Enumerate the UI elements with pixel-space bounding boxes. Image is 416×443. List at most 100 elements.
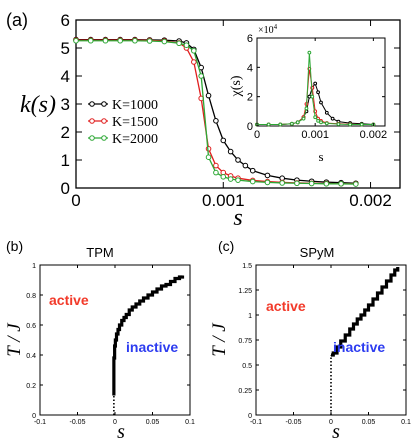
data-point: [220, 174, 227, 180]
data-point: [323, 181, 330, 187]
data-point: [336, 122, 341, 126]
x-axis-label-inset: s: [318, 149, 323, 164]
x-tick-label: 0: [254, 129, 260, 141]
inset-frame: [256, 37, 386, 127]
x-tick-label: -0.1: [250, 419, 262, 426]
y-tick-label: 0.2: [26, 383, 36, 390]
data-point: [316, 118, 320, 123]
data-point: [316, 90, 320, 95]
data-point: [249, 178, 256, 185]
data-point: [295, 120, 300, 125]
data-point: [313, 81, 318, 86]
y-tick-label: 1.5: [242, 263, 252, 270]
x-tick-label: 0.1: [401, 419, 411, 426]
y-tick-label: 0.5: [242, 363, 252, 370]
y-tick-label: 2: [61, 123, 70, 142]
x-tick-label: 0.1: [185, 419, 195, 426]
x-axis-label-b: s: [117, 421, 125, 443]
x-tick-label: 0.05: [146, 419, 160, 426]
x-tick-label: 0.05: [362, 419, 376, 426]
data-point: [338, 181, 344, 187]
panel-label-a: (a): [6, 10, 28, 30]
y-tick-label: 2: [247, 92, 253, 104]
data-point: [176, 40, 182, 47]
legend-marker: [89, 118, 95, 124]
region-inactive-b: inactive: [126, 339, 178, 355]
data-point: [146, 38, 153, 44]
panel-label-b: (b): [6, 238, 23, 254]
x-tick-label: 0: [71, 191, 80, 210]
data-point: [213, 162, 219, 169]
y-tick-label: 6: [61, 11, 70, 30]
data-point: [348, 122, 352, 127]
legend-label: K=1500: [112, 115, 158, 130]
data-point: [220, 137, 227, 144]
y-tick-label: 6: [247, 33, 253, 45]
data-point: [310, 94, 315, 99]
data-point: [183, 42, 190, 49]
x-tick-label: 0.002: [349, 191, 392, 210]
legend-label: K=2000: [112, 132, 158, 147]
x-axis-label-a: s: [233, 205, 242, 231]
data-point: [235, 177, 241, 183]
data-point: [161, 38, 168, 45]
x-tick-label: 0.002: [360, 129, 388, 141]
y-tick-label: 0: [32, 413, 36, 420]
y-tick-label: 3: [61, 95, 70, 114]
data-point: [132, 37, 138, 44]
data-point: [213, 118, 219, 124]
data-point: [307, 94, 312, 99]
y-axis-label-inset: χ(s): [229, 75, 244, 97]
y-tick-label: 0: [247, 121, 253, 133]
y-tick-label: 0.25: [238, 388, 252, 395]
data-point: [308, 180, 315, 187]
y-tick-label: 1: [32, 263, 36, 270]
x-tick-label: 0: [113, 419, 117, 426]
y-axis-label-b: T / J: [4, 322, 25, 357]
legend-marker: [101, 101, 107, 107]
boundary-line: [112, 275, 185, 396]
legend-marker: [101, 118, 107, 124]
y-tick-label: 0.75: [238, 338, 252, 345]
data-point: [235, 157, 241, 163]
panel-label-c: (c): [218, 238, 234, 254]
data-point: [301, 116, 306, 121]
x-axis-label-c: s: [332, 421, 340, 443]
data-point: [307, 50, 312, 55]
y-tick-label: 5: [61, 39, 70, 58]
data-point: [319, 120, 323, 125]
legend-marker: [101, 135, 107, 141]
x-tick-label: -0.05: [70, 419, 86, 426]
data-point: [279, 180, 285, 186]
data-point: [249, 167, 256, 174]
data-point: [205, 92, 212, 99]
data-point: [227, 176, 234, 182]
data-point: [290, 121, 294, 126]
x-tick-label: -0.05: [286, 419, 302, 426]
data-point: [227, 148, 234, 155]
y-tick-label: 0: [248, 413, 252, 420]
data-point: [330, 116, 335, 121]
data-point: [205, 154, 212, 160]
data-point: [353, 181, 359, 187]
y-tick-label: 0.4: [26, 353, 36, 360]
legend-marker: [89, 135, 95, 141]
x-tick-label: 0.001: [301, 129, 329, 141]
data-point: [324, 121, 329, 126]
boundary-line: [331, 267, 400, 357]
x-tick-label: 0: [329, 419, 333, 426]
inset-multiplier: ×104: [258, 23, 278, 36]
y-tick-label: 1: [61, 151, 70, 170]
data-point: [359, 122, 364, 127]
region-inactive-c: inactive: [333, 339, 385, 355]
data-point: [191, 59, 197, 65]
data-point: [324, 110, 329, 115]
region-active-b: active: [49, 292, 89, 308]
y-tick-label: 4: [61, 67, 70, 86]
data-point: [278, 122, 283, 127]
data-point: [191, 48, 197, 54]
y-axis-label-a: k(s): [20, 92, 56, 118]
data-point: [304, 106, 309, 111]
region-active-c: active: [266, 298, 306, 314]
